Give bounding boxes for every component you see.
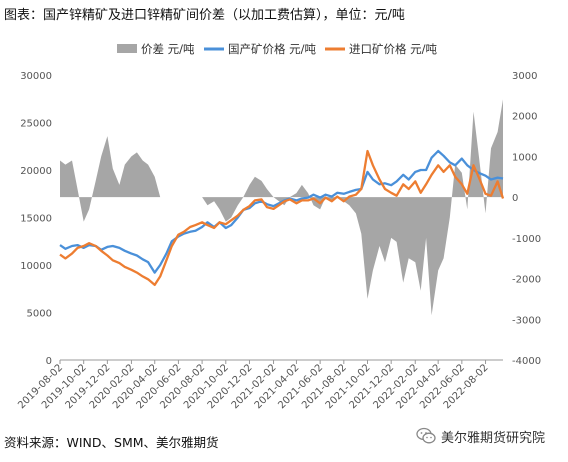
watermark: 美尔雅期货研究院 — [416, 424, 545, 448]
legend-swatch-spread — [117, 44, 137, 53]
legend-label: 国产矿价格 元/吨 — [228, 42, 317, 56]
left-tick-label: 20000 — [20, 166, 52, 177]
left-tick-label: 0 — [46, 356, 52, 367]
source-note: 资料来源：WIND、SMM、美尔雅期货 — [4, 435, 219, 450]
left-tick-label: 30000 — [20, 71, 52, 82]
legend-label: 进口矿价格 元/吨 — [349, 42, 438, 56]
left-tick-label: 5000 — [27, 309, 52, 320]
watermark-text: 美尔雅期货研究院 — [441, 430, 546, 446]
spread-area — [60, 99, 503, 316]
axes: 050001000015000200002500030000-4000-3000… — [16, 71, 541, 411]
imported-price-line — [59, 149, 505, 287]
legend-label: 价差 元/吨 — [141, 42, 195, 56]
right-tick-label: -4000 — [512, 356, 541, 367]
right-tick-label: -2000 — [512, 275, 541, 286]
price-series — [59, 149, 505, 287]
left-tick-label: 15000 — [20, 214, 52, 225]
right-tick-label: 1000 — [512, 152, 537, 163]
left-tick-label: 10000 — [20, 261, 52, 272]
right-tick-label: 3000 — [512, 71, 537, 82]
right-tick-label: -1000 — [512, 234, 541, 245]
right-tick-label: -3000 — [512, 315, 541, 326]
spread-series — [60, 99, 503, 316]
legend: 价差 元/吨 国产矿价格 元/吨 进口矿价格 元/吨 — [117, 42, 438, 56]
left-tick-label: 25000 — [20, 119, 52, 130]
right-tick-label: 2000 — [512, 112, 537, 123]
chart-title: 图表：国产锌精矿及进口锌精矿间价差（以加工费估算），单位：元/吨 — [4, 8, 405, 23]
right-tick-label: 0 — [512, 193, 518, 204]
wechat-icon — [416, 427, 436, 444]
